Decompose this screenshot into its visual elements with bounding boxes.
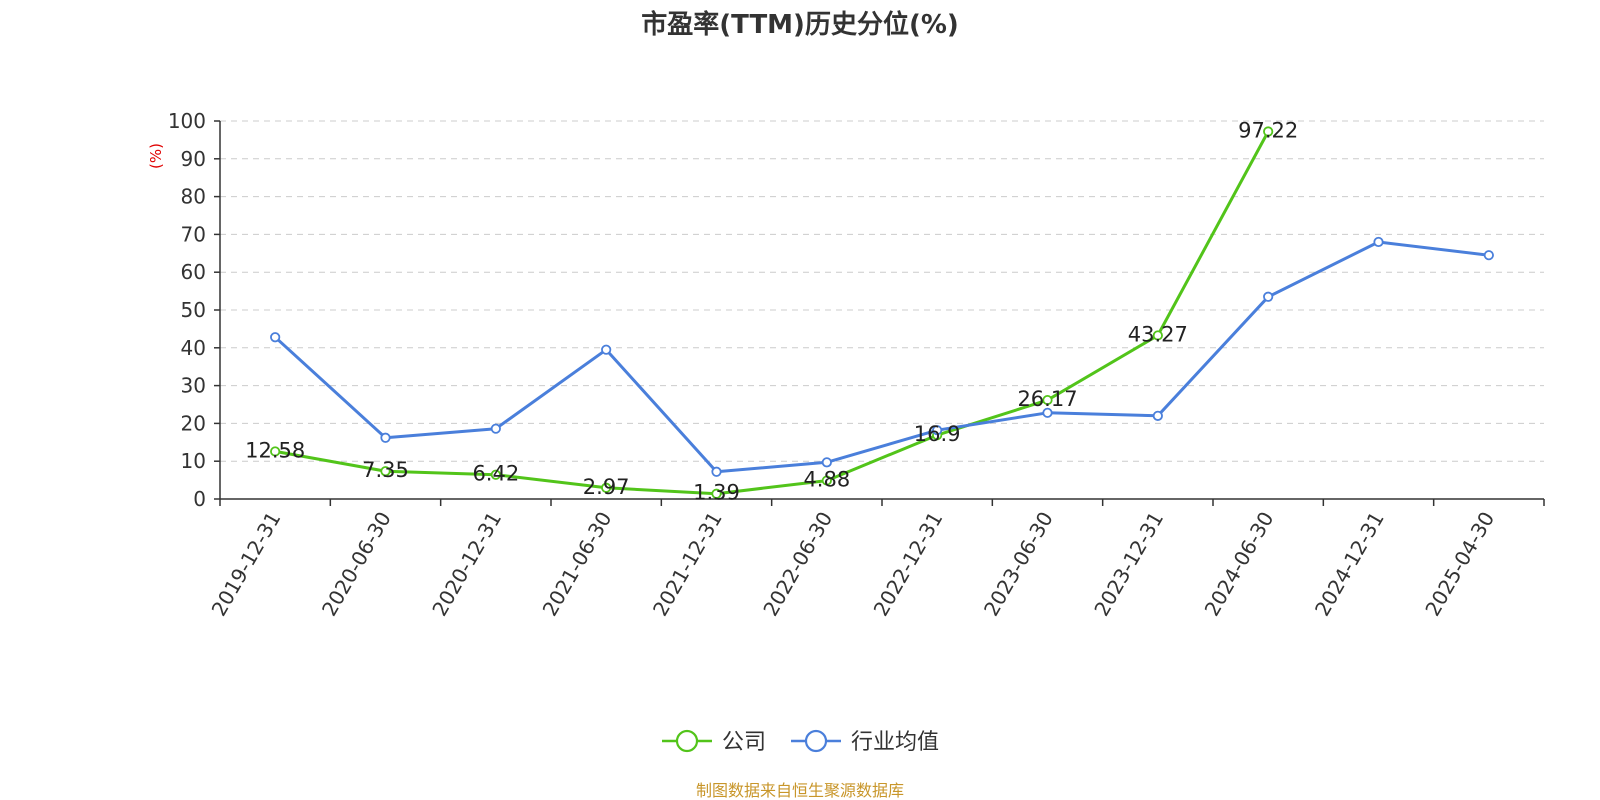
gridlines	[220, 120, 1544, 462]
legend-item-company[interactable]: 公司	[662, 729, 766, 755]
data-label: 1.39	[693, 481, 740, 505]
data-label: 2.97	[583, 475, 630, 499]
data-point[interactable]	[932, 425, 943, 436]
data-point[interactable]	[490, 469, 501, 480]
data-point[interactable]	[1152, 330, 1163, 341]
data-point[interactable]	[601, 344, 612, 355]
x-tick-label: 2023-12-31	[1089, 508, 1168, 621]
data-point[interactable]	[1263, 291, 1274, 302]
data-label: 7.35	[362, 458, 409, 482]
y-tick-label: 20	[181, 411, 206, 435]
data-point[interactable]	[601, 482, 612, 493]
x-tick-label: 2022-06-30	[758, 508, 837, 621]
data-point[interactable]	[380, 432, 391, 443]
y-tick-label: 10	[181, 449, 206, 473]
x-tick-label: 2025-04-30	[1420, 508, 1499, 621]
legend-label: 行业均值	[851, 730, 939, 755]
data-point[interactable]	[1042, 407, 1053, 418]
axes: 0 10 20 30 40 50 60 70 80 90 100 2019-12-31 2020-06-…	[168, 109, 1545, 621]
data-point[interactable]	[711, 488, 722, 499]
legend-marker	[675, 729, 699, 753]
data-point[interactable]	[270, 446, 281, 457]
legend-marker	[804, 729, 828, 753]
data-point[interactable]	[1263, 126, 1274, 137]
source-note: 制图数据来自恒生聚源数据库	[696, 781, 904, 800]
y-tick-label: 100	[168, 109, 206, 133]
y-tick-label: 90	[181, 147, 206, 171]
data-point[interactable]	[1373, 236, 1384, 248]
y-tick-label: 50	[181, 298, 206, 322]
y-tick-label: 70	[181, 222, 206, 246]
x-tick-label: 2024-06-30	[1200, 508, 1279, 621]
data-point[interactable]	[1483, 250, 1494, 261]
data-point[interactable]	[1042, 394, 1053, 406]
series-industry-average	[270, 236, 1494, 477]
data-label: 4.88	[803, 468, 850, 492]
x-tick-label: 2021-06-30	[538, 508, 617, 621]
data-label: 97.22	[1238, 119, 1298, 143]
series-company	[270, 126, 1274, 499]
x-tick-label: 2022-12-31	[869, 508, 948, 621]
series-layer	[270, 126, 1494, 499]
data-point[interactable]	[821, 475, 832, 486]
y-tick-label: 40	[181, 336, 206, 360]
legend-item-industry-average[interactable]: 行业均值	[791, 729, 939, 755]
chart-title: 市盈率(TTM)历史分位(%)	[641, 9, 959, 40]
data-point[interactable]	[1152, 410, 1163, 421]
data-label: 6.42	[472, 462, 519, 486]
data-labels: 12.58 7.35 6.42 2.97 1.39 4.88 16.9 26.17 43.27 9…	[245, 119, 1298, 505]
x-tick-label: 2024-12-31	[1310, 508, 1389, 621]
data-label: 12.58	[245, 438, 305, 462]
data-label: 43.27	[1128, 322, 1188, 346]
legend[interactable]: 公司 行业均值	[662, 729, 939, 755]
data-label: 26.17	[1017, 387, 1077, 411]
x-tick-label: 2021-12-31	[648, 508, 727, 621]
data-point[interactable]	[821, 457, 832, 468]
y-tick-label: 60	[181, 260, 206, 284]
x-tick-label: 2020-06-30	[317, 508, 396, 621]
data-point[interactable]	[270, 332, 281, 343]
legend-label: 公司	[722, 730, 766, 755]
y-tick-label: 80	[181, 185, 206, 209]
x-tick-label: 2020-12-31	[427, 508, 506, 621]
x-tick-label: 2023-06-30	[979, 508, 1058, 621]
series-line	[274, 130, 1270, 496]
y-tick-label: 0	[193, 487, 206, 511]
x-tick-label: 2019-12-31	[207, 508, 286, 621]
data-point[interactable]	[380, 466, 391, 477]
data-point[interactable]	[711, 466, 722, 477]
data-point[interactable]	[490, 423, 501, 434]
y-tick-label: 30	[181, 374, 206, 398]
data-label: 16.9	[914, 422, 961, 446]
series-line	[274, 240, 1489, 474]
y-axis-unit-label: (%)	[147, 143, 165, 169]
